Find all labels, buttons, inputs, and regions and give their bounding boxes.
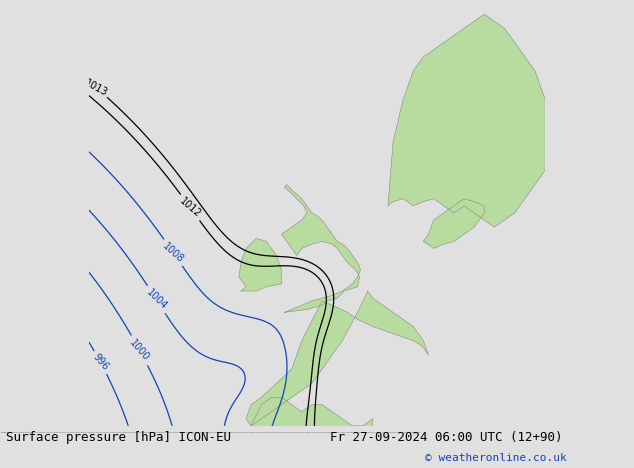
Text: © weatheronline.co.uk: © weatheronline.co.uk — [425, 453, 567, 463]
Text: 1000: 1000 — [127, 338, 152, 363]
Polygon shape — [246, 397, 373, 468]
Text: Surface pressure [hPa] ICON-EU: Surface pressure [hPa] ICON-EU — [6, 431, 231, 444]
Polygon shape — [246, 291, 429, 426]
Text: 1004: 1004 — [144, 287, 169, 312]
Text: Fr 27-09-2024 06:00 UTC (12+90): Fr 27-09-2024 06:00 UTC (12+90) — [330, 431, 562, 444]
Polygon shape — [424, 199, 484, 249]
Polygon shape — [388, 14, 545, 227]
Text: ________________________________________________________________________________: ________________________________________… — [0, 427, 420, 433]
Text: 1008: 1008 — [161, 241, 186, 264]
Polygon shape — [239, 239, 281, 291]
Polygon shape — [281, 184, 361, 312]
Text: 1012: 1012 — [178, 196, 203, 219]
Text: 1013: 1013 — [83, 78, 110, 98]
Text: 996: 996 — [91, 352, 110, 373]
